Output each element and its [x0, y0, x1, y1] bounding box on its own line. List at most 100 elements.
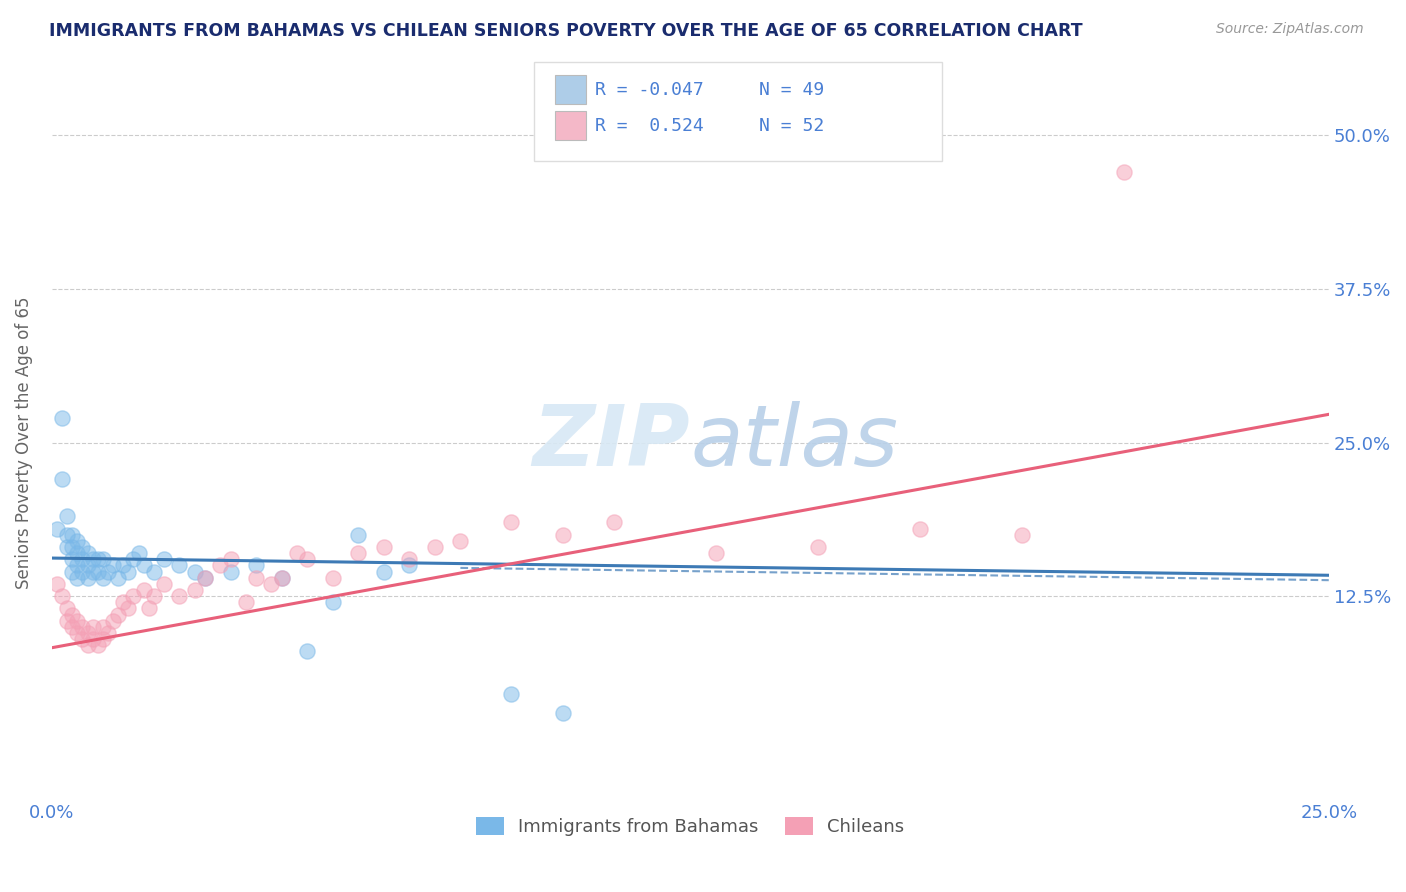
Point — [122, 552, 145, 566]
Point — [219, 552, 242, 566]
Point — [132, 558, 155, 573]
Point — [132, 582, 155, 597]
Point — [107, 607, 129, 622]
Point — [122, 589, 145, 603]
Point — [398, 552, 420, 566]
Point — [169, 558, 191, 573]
Point — [76, 558, 98, 573]
Point — [285, 546, 308, 560]
Point — [117, 565, 139, 579]
Point — [45, 522, 67, 536]
Text: ZIP: ZIP — [533, 401, 690, 484]
Point — [56, 540, 79, 554]
Point — [66, 558, 89, 573]
Point — [101, 614, 124, 628]
Point — [45, 577, 67, 591]
Point — [128, 546, 150, 560]
Text: Source: ZipAtlas.com: Source: ZipAtlas.com — [1216, 22, 1364, 37]
Point — [97, 565, 120, 579]
Point — [60, 607, 83, 622]
Point — [551, 706, 574, 720]
Point — [76, 638, 98, 652]
Y-axis label: Seniors Poverty Over the Age of 65: Seniors Poverty Over the Age of 65 — [15, 296, 32, 589]
Point — [91, 620, 114, 634]
Point — [66, 626, 89, 640]
Point — [82, 632, 104, 647]
Text: atlas: atlas — [690, 401, 898, 484]
Point — [908, 522, 931, 536]
Point — [209, 558, 232, 573]
Point — [807, 540, 830, 554]
Point — [219, 565, 242, 579]
Point — [56, 614, 79, 628]
Point — [72, 552, 94, 566]
Point — [602, 516, 624, 530]
Point — [60, 552, 83, 566]
Point — [72, 565, 94, 579]
Point — [423, 540, 446, 554]
Point — [373, 540, 395, 554]
Point — [87, 565, 110, 579]
Point — [82, 620, 104, 634]
Point — [56, 601, 79, 615]
Point — [295, 644, 318, 658]
Point — [87, 552, 110, 566]
Point — [66, 614, 89, 628]
Point — [66, 546, 89, 560]
Point — [97, 626, 120, 640]
Point — [184, 565, 207, 579]
Point — [245, 558, 267, 573]
Point — [142, 565, 165, 579]
Point — [56, 509, 79, 524]
Point — [66, 533, 89, 548]
Point — [184, 582, 207, 597]
Point — [87, 638, 110, 652]
Point — [72, 540, 94, 554]
Point — [153, 577, 176, 591]
Point — [347, 546, 370, 560]
Point — [60, 565, 83, 579]
Point — [76, 626, 98, 640]
Point — [501, 516, 523, 530]
Point — [194, 571, 217, 585]
Point — [260, 577, 283, 591]
Point — [60, 540, 83, 554]
Point — [82, 552, 104, 566]
Text: N = 52: N = 52 — [759, 117, 824, 135]
Point — [82, 565, 104, 579]
Point — [51, 589, 73, 603]
Point — [704, 546, 727, 560]
Text: R = -0.047: R = -0.047 — [595, 81, 703, 99]
Point — [245, 571, 267, 585]
Point — [1114, 165, 1136, 179]
Point — [270, 571, 292, 585]
Point — [56, 527, 79, 541]
Point — [72, 620, 94, 634]
Point — [60, 527, 83, 541]
Point — [101, 558, 124, 573]
Point — [51, 411, 73, 425]
Point — [235, 595, 257, 609]
Point — [112, 558, 135, 573]
Point — [117, 601, 139, 615]
Point — [398, 558, 420, 573]
Point — [76, 571, 98, 585]
Text: IMMIGRANTS FROM BAHAMAS VS CHILEAN SENIORS POVERTY OVER THE AGE OF 65 CORRELATIO: IMMIGRANTS FROM BAHAMAS VS CHILEAN SENIO… — [49, 22, 1083, 40]
Point — [373, 565, 395, 579]
Point — [91, 571, 114, 585]
Point — [107, 571, 129, 585]
Point — [501, 687, 523, 701]
Point — [322, 595, 344, 609]
Point — [60, 620, 83, 634]
Point — [51, 472, 73, 486]
Point — [91, 552, 114, 566]
Point — [449, 533, 471, 548]
Point — [270, 571, 292, 585]
Point — [91, 632, 114, 647]
Point — [76, 546, 98, 560]
Point — [1011, 527, 1033, 541]
Point — [138, 601, 160, 615]
Point — [551, 527, 574, 541]
Point — [194, 571, 217, 585]
Text: R =  0.524: R = 0.524 — [595, 117, 703, 135]
